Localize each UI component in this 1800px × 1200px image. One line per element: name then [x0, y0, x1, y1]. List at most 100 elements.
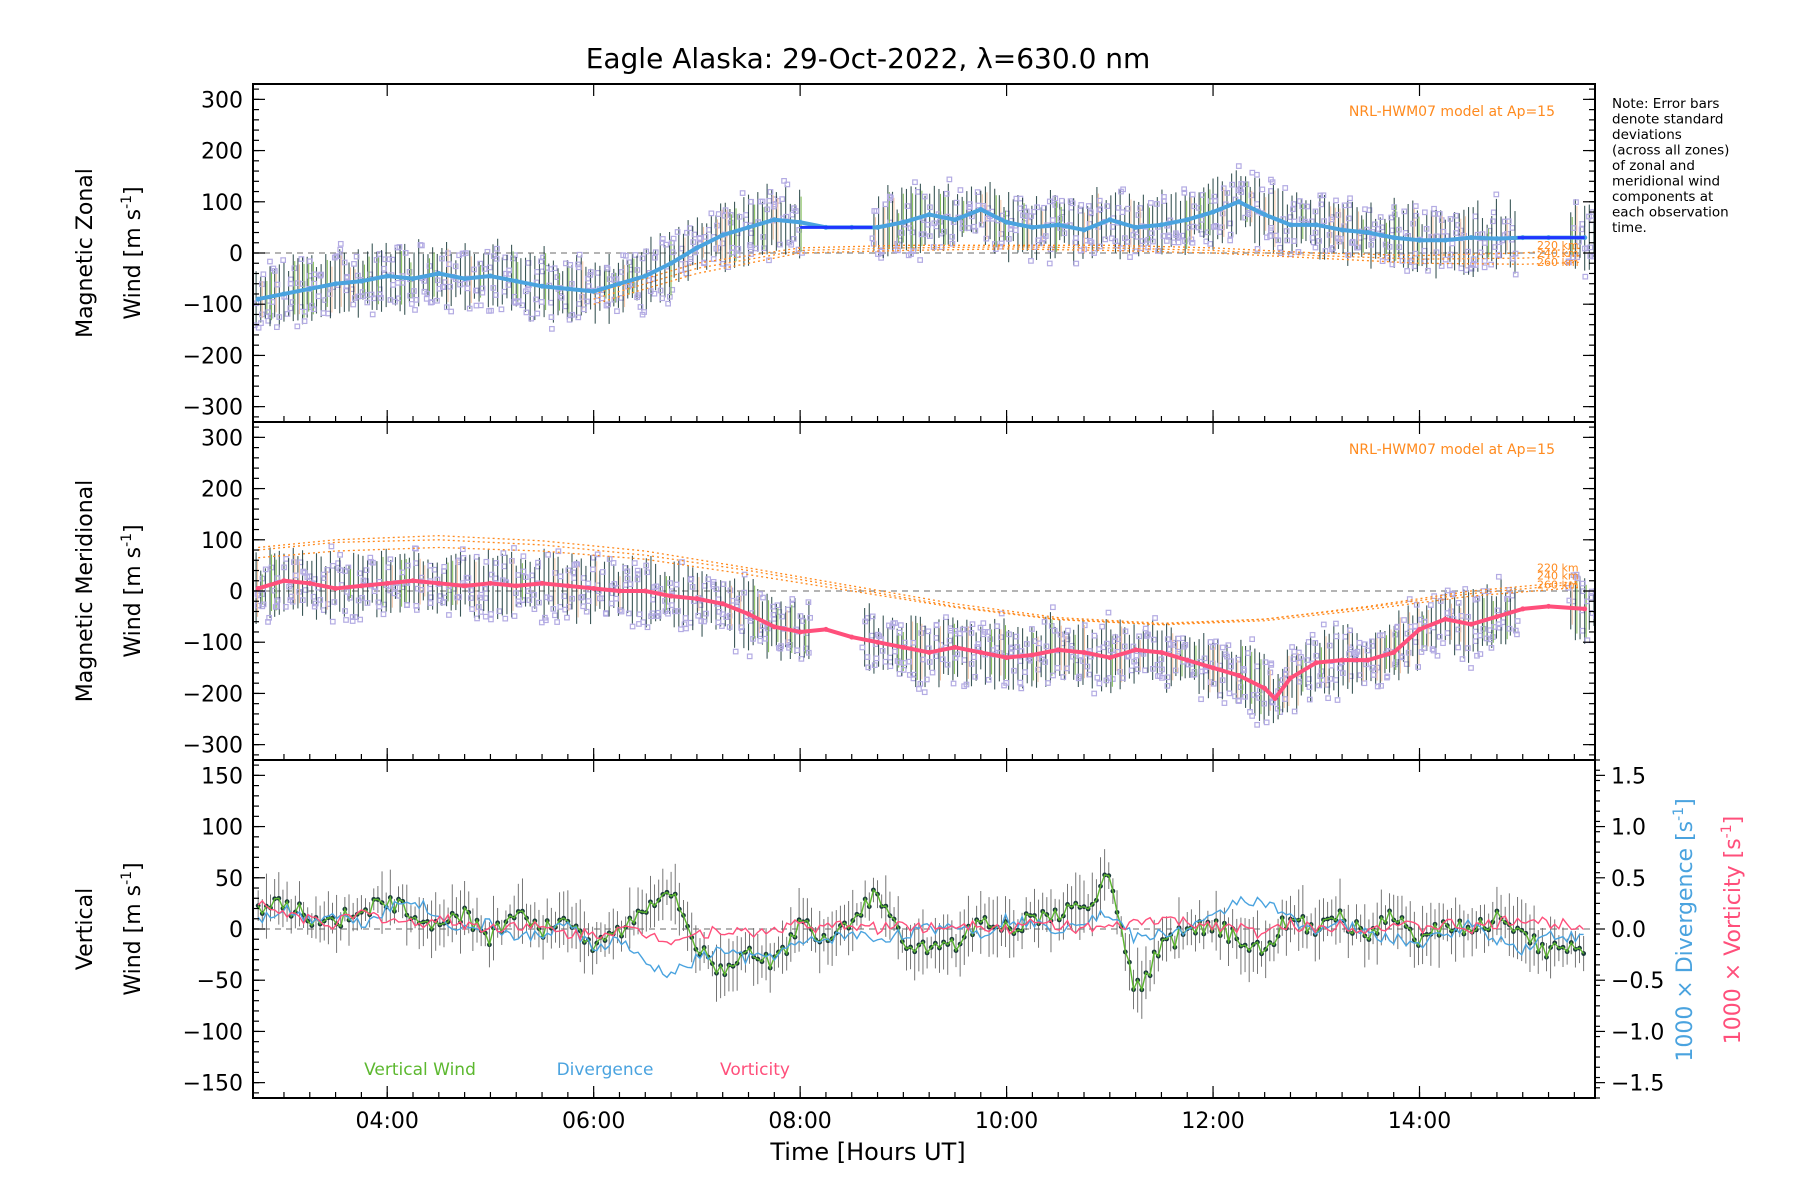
zone-point	[423, 295, 430, 302]
zone-point	[1119, 209, 1126, 216]
zone-point	[1166, 646, 1173, 653]
zone-point	[567, 262, 574, 268]
zone-point	[274, 324, 280, 331]
zone-point	[805, 599, 812, 606]
zone-point	[682, 615, 689, 621]
zone-point	[1579, 580, 1586, 587]
zone-point	[1405, 649, 1412, 656]
y-axis-label-line2: Wind [m s-1]	[119, 524, 146, 657]
zone-point	[613, 276, 620, 282]
zone-point	[739, 190, 746, 196]
zone-point	[1240, 666, 1247, 672]
zone-point	[925, 645, 932, 652]
zone-point	[882, 201, 889, 208]
zone-point	[1455, 600, 1462, 606]
zone-point	[1102, 236, 1109, 243]
zone-point	[798, 656, 805, 662]
zone-point	[869, 235, 876, 242]
zone-point	[1022, 669, 1028, 675]
zone-point	[1472, 262, 1479, 268]
mean-wind-point	[384, 580, 390, 586]
zone-point	[1227, 237, 1234, 244]
zone-point	[665, 610, 671, 617]
zone-point	[1351, 649, 1358, 656]
zone-point	[760, 234, 767, 240]
zone-point	[1221, 700, 1228, 706]
zone-point	[687, 576, 694, 583]
mean-wind-point	[591, 585, 597, 591]
zone-point	[604, 264, 610, 271]
zone-point	[456, 594, 462, 600]
zone-point	[983, 235, 990, 242]
zone-point	[538, 299, 545, 305]
zone-point	[392, 584, 399, 591]
zone-point	[789, 596, 796, 602]
zone-point	[1094, 674, 1101, 681]
zone-point	[1306, 684, 1313, 690]
zone-point	[1028, 258, 1034, 264]
zone-point	[667, 580, 673, 586]
zone-point	[1377, 214, 1384, 220]
zone-point	[1378, 683, 1384, 689]
zone-point	[1391, 204, 1398, 210]
mean-wind-point	[255, 585, 261, 591]
zone-point	[1510, 255, 1516, 262]
zone-point	[805, 649, 812, 656]
mean-wind-point	[694, 596, 700, 602]
y-tick-label: 0	[229, 918, 243, 943]
zone-point	[350, 301, 357, 308]
mean-wind-point	[642, 273, 648, 279]
zone-point	[985, 629, 991, 635]
zone-point	[943, 190, 950, 197]
model-altitude-label: 260 km	[1537, 578, 1579, 591]
zone-point	[1379, 224, 1385, 231]
zone-point	[1254, 721, 1260, 728]
zone-point	[490, 285, 497, 291]
zone-point	[599, 295, 606, 302]
zone-point	[477, 594, 483, 601]
zone-point	[1326, 232, 1333, 238]
mean-wind-point	[875, 639, 881, 645]
mean-wind-point	[1468, 621, 1474, 627]
zone-point	[949, 233, 956, 240]
zone-point	[386, 256, 393, 263]
zone-point	[515, 299, 522, 305]
zone-point	[1477, 249, 1484, 256]
zone-point	[859, 644, 866, 651]
y-axis-label-line1: Vertical	[73, 888, 98, 970]
zone-point	[552, 612, 558, 619]
zone-point	[468, 595, 474, 601]
zone-point	[1176, 233, 1182, 240]
zone-point	[889, 623, 895, 630]
zone-point	[652, 249, 659, 256]
zone-point	[1282, 670, 1289, 677]
zone-point	[558, 294, 565, 301]
zone-point	[1017, 679, 1024, 686]
zone-point	[788, 241, 795, 248]
zone-point	[1150, 636, 1157, 643]
zone-point	[900, 667, 907, 673]
zone-point	[520, 568, 527, 575]
zone-point	[503, 270, 509, 277]
zone-point	[1268, 225, 1275, 231]
zone-point	[483, 558, 490, 565]
zone-point	[1304, 657, 1310, 663]
zone-point	[300, 568, 307, 575]
mean-wind-point	[307, 286, 313, 292]
mean-wind-point	[358, 278, 364, 284]
zone-point	[1084, 663, 1091, 670]
zone-point	[904, 203, 911, 209]
zone-point	[750, 636, 756, 642]
y-tick-label: 100	[201, 816, 243, 841]
zone-point	[1295, 649, 1302, 656]
zone-point	[1199, 192, 1206, 198]
zone-point	[606, 556, 613, 562]
zone-point	[400, 279, 406, 286]
zone-point	[1495, 573, 1502, 580]
zone-point	[1427, 602, 1434, 608]
zone-point	[959, 626, 966, 633]
zone-point	[1388, 214, 1395, 221]
zone-point	[418, 587, 425, 593]
zone-point	[548, 299, 554, 306]
zone-point	[555, 548, 562, 555]
